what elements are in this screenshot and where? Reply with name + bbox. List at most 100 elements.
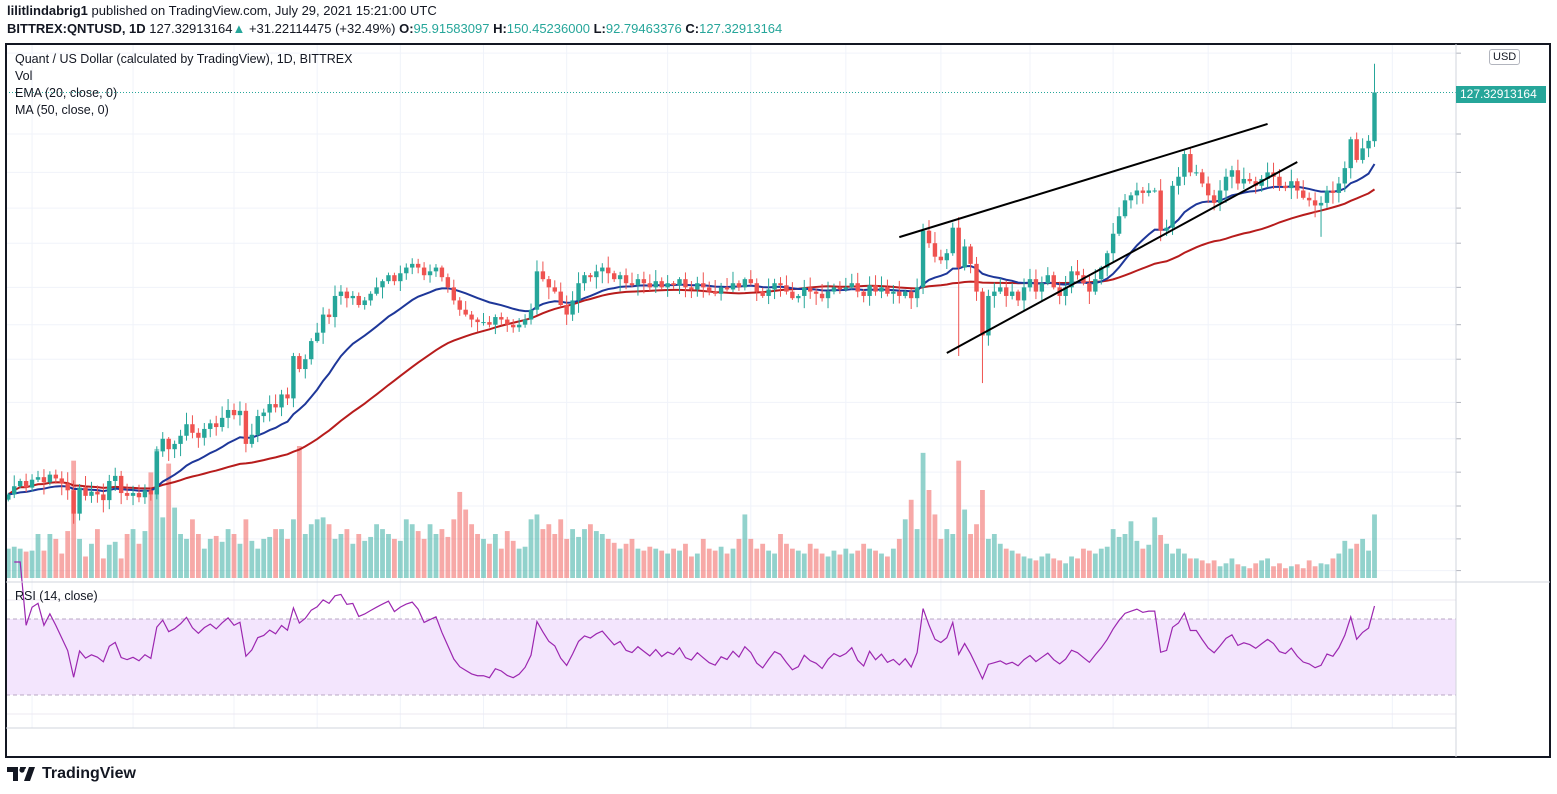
volume-bar: [789, 548, 795, 578]
candle-body: [154, 451, 159, 495]
volume-bar: [124, 534, 130, 578]
candle-body: [1110, 233, 1116, 254]
candle-body: [511, 324, 516, 328]
candle-body: [885, 287, 890, 294]
volume-bar: [35, 534, 41, 578]
volume-bar: [386, 534, 391, 578]
candle-body: [107, 480, 112, 501]
volume-bar: [1247, 568, 1253, 578]
candle-body: [582, 275, 587, 284]
candle-body: [516, 324, 522, 328]
candle-body: [273, 404, 278, 408]
rsi-line: [14, 561, 1376, 681]
volume-bar: [956, 460, 962, 578]
volume-bar: [772, 553, 777, 578]
candle-body: [831, 287, 837, 292]
volume-bar: [1104, 546, 1110, 578]
volume-bar: [1081, 548, 1086, 578]
volume-bar: [890, 548, 896, 578]
rsi-band: [6, 618, 1456, 696]
candle-body: [1087, 283, 1092, 292]
author-name[interactable]: lilitlindabrig1: [7, 3, 88, 18]
legend-title[interactable]: Quant / US Dollar (calculated by Trading…: [15, 52, 353, 66]
candle-body: [6, 494, 11, 500]
volume-bar: [801, 553, 807, 578]
volume-bar: [112, 541, 118, 578]
volume-bar: [1259, 560, 1265, 578]
candle-body: [986, 295, 991, 336]
close-value: 127.32913164: [699, 21, 783, 36]
volume-bar: [552, 534, 558, 578]
candle-body: [243, 410, 249, 444]
candle-body: [237, 410, 243, 416]
volume-bar: [879, 553, 884, 578]
volume-bar: [997, 543, 1003, 578]
candle-body: [1295, 181, 1300, 191]
candle-body: [17, 480, 23, 487]
volume-bar: [1342, 540, 1348, 578]
volume-bar: [1360, 538, 1366, 578]
volume-bar: [938, 538, 944, 578]
candle-body: [332, 295, 338, 318]
volume-bar: [1330, 558, 1336, 578]
volume-bar: [736, 538, 742, 578]
volume-bar: [184, 538, 189, 578]
volume-bar: [1324, 564, 1330, 578]
candle-body: [320, 314, 326, 333]
legend-ema[interactable]: EMA (20, close, 0): [15, 86, 118, 100]
legend-rsi[interactable]: RSI (14, close): [15, 589, 98, 603]
volume-bar: [1283, 568, 1288, 578]
volume-bar: [807, 543, 813, 578]
volume-bar: [1003, 548, 1009, 578]
volume-bar: [629, 538, 635, 578]
volume-bar: [748, 538, 754, 578]
candle-body: [1069, 271, 1074, 288]
volume-bar: [392, 538, 397, 578]
volume-bar: [409, 524, 415, 578]
candle-body: [718, 287, 724, 294]
volume-bar: [724, 553, 730, 578]
low-label: L:: [593, 21, 606, 36]
volume-bar: [1128, 521, 1134, 578]
candle-body: [950, 227, 955, 254]
candle-body: [623, 275, 629, 284]
chart-border: [5, 43, 1551, 758]
currency-badge[interactable]: USD: [1489, 49, 1521, 65]
volume-bar: [1122, 534, 1128, 578]
volume-bar: [118, 558, 124, 578]
candle-body: [1004, 287, 1009, 296]
candle-body: [778, 283, 783, 286]
volume-bar: [778, 534, 783, 578]
volume-bar: [706, 548, 712, 578]
candle-body: [962, 246, 967, 268]
legend-vol[interactable]: Vol: [15, 69, 33, 83]
candle-body: [1075, 271, 1080, 276]
volume-bar: [285, 538, 290, 578]
volume-bar: [1348, 548, 1354, 578]
candle-body: [1247, 178, 1252, 182]
volume-bar: [1033, 560, 1039, 578]
candle-body: [819, 293, 825, 299]
volume-bar: [273, 529, 278, 578]
candle-body: [113, 475, 118, 481]
ma-50-line: [7, 188, 1376, 496]
high-label: H:: [493, 21, 507, 36]
legend-ma[interactable]: MA (50, close, 0): [15, 103, 109, 117]
volume-bar: [166, 463, 172, 578]
volume-bar: [1229, 558, 1235, 578]
volume-bar: [611, 542, 617, 578]
volume-bar: [469, 524, 475, 578]
candle-body: [689, 287, 694, 290]
volume-bar: [1372, 514, 1377, 578]
candle-body: [1045, 275, 1050, 284]
candle-body: [1336, 183, 1342, 193]
volume-bar: [308, 524, 314, 578]
close-label: C:: [685, 21, 700, 36]
volume-bar: [564, 538, 570, 578]
volume-bar: [653, 548, 659, 578]
candle-body: [932, 243, 938, 257]
volume-bar: [463, 509, 469, 578]
candle-body: [594, 271, 599, 278]
tradingview-logo[interactable]: TradingView: [7, 765, 136, 783]
